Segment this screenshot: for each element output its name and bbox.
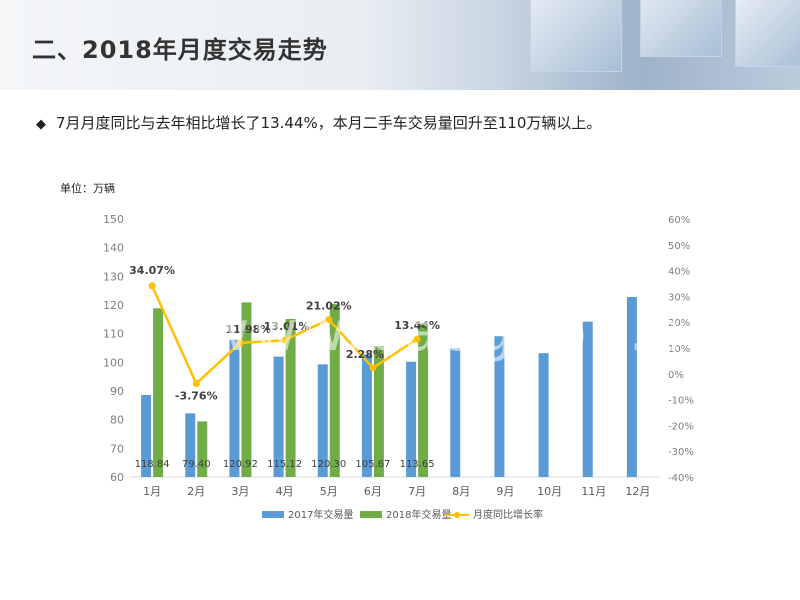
bar-2017 [582, 321, 593, 477]
x-tick-label: 6月 [364, 485, 382, 498]
y-right-tick-label: 30% [668, 292, 690, 303]
x-tick-label: 11月 [581, 485, 606, 498]
rate-point [369, 364, 377, 372]
y-left-tick-label: 120 [103, 299, 124, 312]
legend-label: 2017年交易量 [288, 508, 353, 521]
bar-2018-value-label: 115.12 [267, 459, 302, 470]
bar-2017 [317, 364, 328, 477]
bar-2018-value-label: 79.40 [182, 459, 211, 470]
x-tick-label: 5月 [320, 485, 338, 498]
rate-value-label: 2.28% [346, 348, 384, 361]
y-right-tick-label: 40% [668, 267, 690, 278]
rate-point [148, 282, 156, 290]
y-left-tick-label: 80 [110, 414, 124, 427]
bar-2017 [450, 348, 461, 477]
y-left-tick-label: 90 [110, 385, 124, 398]
rate-value-label: 11.98% [226, 323, 272, 336]
bar-2018 [373, 346, 384, 477]
rate-value-label: -3.76% [175, 390, 218, 403]
bar-2017 [494, 336, 505, 477]
legend-label: 2018年交易量 [386, 508, 451, 521]
bar-2018 [285, 318, 296, 477]
bar-2017 [538, 353, 549, 477]
bar-2018 [241, 302, 252, 477]
bar-2017 [185, 413, 196, 477]
decor-cube [735, 0, 800, 67]
y-left-tick-label: 100 [103, 356, 124, 369]
summary-text: 7月月度同比与去年相比增长了13.44%，本月二手车交易量回升至110万辆以上。 [56, 114, 602, 132]
bar-2017 [361, 354, 372, 477]
summary-bullet: ◆ 7月月度同比与去年相比增长了13.44%，本月二手车交易量回升至110万辆以上… [36, 112, 601, 133]
bar-2018-value-label: 105.67 [355, 459, 390, 470]
header-decoration [520, 0, 800, 90]
legend-marker [454, 512, 460, 518]
y-right-tick-label: 20% [668, 318, 690, 329]
legend-swatch [360, 511, 382, 518]
bar-2017 [229, 339, 240, 477]
x-tick-label: 9月 [496, 485, 514, 498]
page-title: 二、2018年月度交易走势 [32, 36, 328, 64]
bar-2018 [418, 323, 429, 477]
bar-2017 [406, 361, 417, 477]
bar-2018 [197, 421, 208, 477]
bar-2018 [329, 304, 340, 477]
y-left-tick-label: 150 [103, 213, 124, 226]
chart-canvas: 150 140 130 120 110 100 90 80 70 60 60% 50% 40% 30% 20… [103, 213, 694, 521]
x-tick-label: 1月 [143, 485, 161, 498]
bar-2017 [273, 356, 284, 477]
y-right-tick-label: 60% [668, 215, 690, 226]
rate-point [325, 316, 333, 324]
x-tick-label: 2月 [187, 485, 205, 498]
y-left-tick-label: 140 [103, 242, 124, 255]
legend-label: 月度同比增长率 [473, 508, 543, 521]
x-tick-label: 7月 [408, 485, 426, 498]
decor-cube [640, 0, 722, 57]
decor-cube [530, 0, 622, 72]
y-right-tick-label: 10% [668, 344, 690, 355]
y-right-tick-label: -30% [668, 447, 694, 458]
y-left-tick-label: 130 [103, 270, 124, 283]
diamond-bullet-icon: ◆ [36, 117, 46, 132]
bar-2018 [153, 308, 164, 477]
bar-2018-value-label: 113.65 [400, 459, 435, 470]
x-tick-label: 12月 [625, 485, 650, 498]
y-left-tick-label: 110 [103, 328, 124, 341]
y-right-tick-label: -10% [668, 396, 694, 407]
rate-value-label: 34.07% [129, 264, 175, 277]
bar-2018-value-label: 120.92 [223, 459, 258, 470]
bar-2017 [141, 395, 152, 477]
y-right-tick-label: -20% [668, 421, 694, 432]
rate-value-label: 13.01% [264, 320, 310, 333]
rate-value-label: 21.02% [306, 300, 352, 313]
x-tick-label: 4月 [276, 485, 294, 498]
rate-point [281, 336, 289, 344]
legend-swatch [262, 511, 284, 518]
x-tick-label: 10月 [537, 485, 562, 498]
rate-point [192, 380, 200, 388]
y-right-tick-label: 0% [668, 370, 684, 381]
unit-label: 单位：万辆 [60, 182, 115, 195]
x-tick-label: 8月 [452, 485, 470, 498]
y-left-tick-label: 70 [110, 442, 124, 455]
bar-2018-value-label: 120.30 [311, 459, 346, 470]
x-tick-label: 3月 [231, 485, 249, 498]
bar-2018-value-label: 118.84 [135, 459, 170, 470]
bar-2017 [626, 296, 637, 477]
rate-point [413, 335, 421, 343]
rate-value-label: 13.44% [394, 319, 440, 332]
y-right-tick-label: -40% [668, 473, 694, 484]
y-right-tick-label: 50% [668, 241, 690, 252]
y-left-tick-label: 60 [110, 471, 124, 484]
rate-point [236, 339, 244, 347]
